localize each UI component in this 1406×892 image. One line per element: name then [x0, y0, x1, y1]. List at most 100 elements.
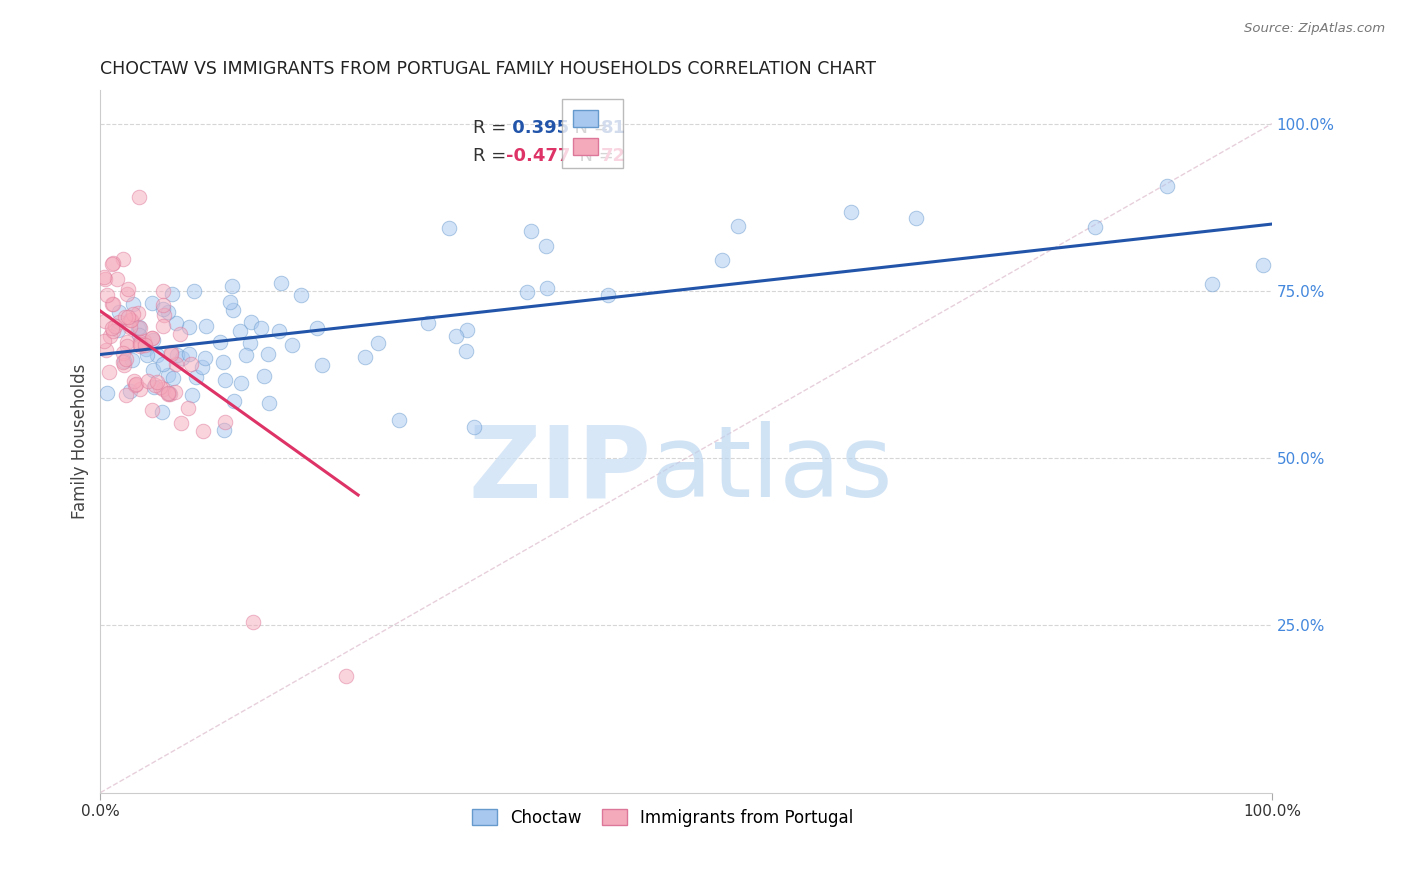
Point — [128, 337, 150, 351]
Point — [112, 355, 135, 369]
Point — [136, 374, 159, 388]
Point — [124, 377, 146, 392]
Text: CHOCTAW VS IMMIGRANTS FROM PORTUGAL FAMILY HOUSEHOLDS CORRELATION CHART: CHOCTAW VS IMMIGRANTS FROM PORTUGAL FAMI… — [100, 60, 876, 78]
Point — [170, 351, 193, 366]
Point — [446, 328, 468, 343]
Point — [115, 334, 138, 349]
Point — [101, 297, 124, 311]
Point — [177, 347, 200, 361]
Point — [142, 380, 165, 394]
Point — [112, 354, 135, 368]
Text: 81: 81 — [600, 120, 626, 137]
Legend: Choctaw, Immigrants from Portugal: Choctaw, Immigrants from Portugal — [465, 802, 860, 833]
Point — [120, 384, 142, 398]
Point — [153, 308, 176, 322]
Point — [162, 286, 184, 301]
Point — [259, 396, 281, 410]
Point — [105, 271, 128, 285]
Point — [157, 387, 180, 401]
Point — [193, 351, 215, 365]
Text: Source: ZipAtlas.com: Source: ZipAtlas.com — [1244, 22, 1385, 36]
Text: atlas: atlas — [651, 421, 893, 518]
Point — [96, 386, 118, 401]
Point — [115, 388, 138, 402]
Point — [134, 338, 156, 352]
Point — [212, 423, 235, 437]
Point — [129, 339, 152, 353]
Point — [152, 284, 174, 298]
Point — [93, 334, 115, 349]
Point — [132, 334, 155, 348]
Point — [112, 359, 135, 373]
Point — [596, 288, 619, 302]
Point — [157, 386, 180, 401]
Point — [104, 318, 127, 333]
Point — [143, 378, 166, 392]
Point — [1156, 179, 1178, 194]
Point — [142, 333, 165, 347]
Point — [135, 343, 157, 357]
Point — [152, 357, 174, 371]
Point — [367, 335, 389, 350]
Point — [152, 319, 174, 334]
Point — [1251, 258, 1274, 272]
Point — [311, 358, 333, 372]
Point — [165, 316, 187, 330]
Point — [94, 314, 117, 328]
Point — [115, 286, 138, 301]
Point — [165, 357, 187, 371]
Point — [463, 419, 485, 434]
Point — [128, 382, 150, 396]
Point — [128, 189, 150, 203]
Point — [122, 374, 145, 388]
Point — [152, 298, 174, 312]
Point — [214, 373, 236, 387]
Point — [125, 376, 148, 391]
Point — [111, 252, 134, 266]
Point — [904, 211, 927, 226]
Point — [117, 282, 139, 296]
Point — [160, 345, 183, 359]
Point — [121, 307, 143, 321]
Point — [305, 321, 328, 335]
Point — [239, 315, 262, 329]
Point — [146, 348, 169, 362]
Point — [454, 344, 477, 359]
Point — [100, 297, 122, 311]
Point — [129, 321, 152, 335]
Point — [141, 296, 163, 310]
Point — [141, 330, 163, 344]
Point — [335, 668, 357, 682]
Point — [839, 205, 862, 219]
Point — [418, 316, 440, 330]
Point — [160, 347, 183, 361]
Point — [94, 343, 117, 357]
Point — [191, 359, 214, 374]
Point — [121, 353, 143, 368]
Point — [122, 297, 145, 311]
Point — [115, 339, 138, 353]
Text: ZIP: ZIP — [468, 421, 651, 518]
Point — [128, 334, 150, 349]
Point — [117, 310, 139, 325]
Point — [152, 302, 174, 317]
Point — [235, 348, 257, 362]
Point — [177, 320, 200, 334]
Text: 72: 72 — [600, 147, 626, 165]
Point — [242, 615, 264, 629]
Point — [214, 415, 236, 429]
Point — [94, 272, 117, 286]
Point — [118, 320, 141, 334]
Point — [141, 402, 163, 417]
Point — [159, 386, 181, 401]
Point — [239, 335, 262, 350]
Point — [127, 306, 149, 320]
Point — [101, 256, 124, 270]
Point — [177, 401, 200, 416]
Point — [108, 315, 131, 329]
Y-axis label: Family Households: Family Households — [72, 364, 89, 519]
Point — [222, 303, 245, 318]
Point — [166, 348, 188, 362]
Point — [148, 379, 170, 393]
Text: R =: R = — [472, 120, 512, 137]
